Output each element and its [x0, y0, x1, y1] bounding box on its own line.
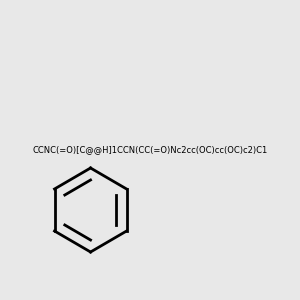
Text: CCNC(=O)[C@@H]1CCN(CC(=O)Nc2cc(OC)cc(OC)c2)C1: CCNC(=O)[C@@H]1CCN(CC(=O)Nc2cc(OC)cc(OC)…	[32, 146, 268, 154]
